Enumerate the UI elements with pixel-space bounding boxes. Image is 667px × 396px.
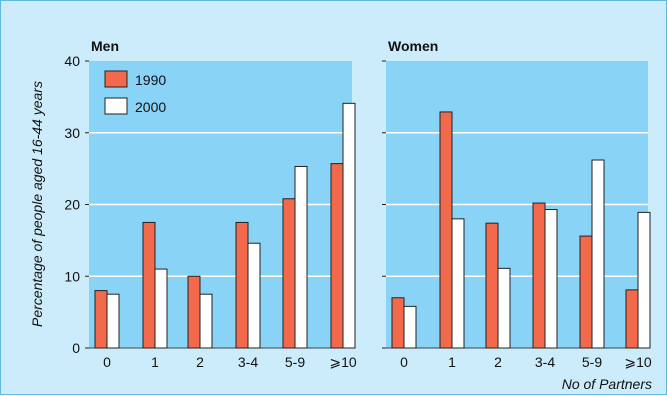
bars-women: [391, 111, 651, 349]
x-tick-label-women-3-4: 3-4: [535, 354, 555, 370]
bar-men-1990-3-4: [235, 221, 249, 349]
x-tick-label-men-3-4: 3-4: [238, 354, 258, 370]
bar-men-1990-ge10: [330, 163, 344, 349]
bar-men-2000-5-9: [294, 165, 308, 349]
bar-women-1990-1: [439, 111, 453, 349]
bar-women-1990-ge10: [625, 289, 639, 349]
x-tick-label-men-ge10: ⩾10: [329, 354, 357, 370]
x-tick-label-women-0: 0: [400, 354, 408, 370]
bar-men-1990-1: [142, 221, 156, 349]
legend-swatch-1990: [104, 70, 128, 88]
panel-title-women: Women: [388, 38, 438, 54]
bar-women-2000-1: [451, 218, 465, 349]
y-ticks-women: [382, 60, 386, 349]
bar-women-2000-0: [403, 305, 417, 349]
y-tick-label-20: 20: [64, 197, 80, 213]
gridlines-men: [89, 132, 352, 349]
bar-men-2000-0: [106, 293, 120, 349]
legend: 1990 2000: [104, 70, 166, 115]
y-tick-label-30: 30: [64, 125, 80, 141]
bar-men-2000-1: [154, 268, 168, 349]
x-tick-label-women-2: 2: [494, 354, 502, 370]
x-tick-label-men-2: 2: [196, 354, 204, 370]
bar-men-1990-5-9: [282, 198, 296, 349]
bar-men-1990-0: [94, 290, 108, 349]
x-axis-title: No of Partners: [562, 376, 652, 392]
bar-women-1990-5-9: [579, 235, 593, 349]
y-tick-label-10: 10: [64, 268, 80, 284]
x-tick-label-women-1: 1: [448, 354, 456, 370]
x-tick-label-women-5-9: 5-9: [582, 354, 602, 370]
y-tick-label-0: 0: [72, 340, 80, 356]
panel-title-men: Men: [91, 38, 119, 54]
bar-women-2000-ge10: [637, 211, 651, 349]
bar-men-2000-2: [199, 293, 213, 349]
bar-women-1990-0: [391, 297, 405, 349]
bar-men-2000-ge10: [342, 102, 356, 349]
panel-women: Women 0 1 2 3-4 5-9 ⩾10: [382, 38, 652, 370]
bar-women-2000-3-4: [544, 209, 558, 349]
bar-women-2000-5-9: [591, 159, 605, 349]
x-tick-label-men-5-9: 5-9: [285, 354, 305, 370]
legend-swatch-2000: [104, 97, 128, 115]
legend-label-1990: 1990: [135, 72, 166, 88]
bar-women-1990-2: [485, 222, 499, 349]
y-ticks-men: [85, 60, 89, 349]
bar-women-2000-2: [497, 267, 511, 349]
legend-label-2000: 2000: [135, 99, 166, 115]
bars-men: [94, 102, 356, 349]
x-tick-label-men-1: 1: [151, 354, 159, 370]
y-axis-title: Percentage of people aged 16-44 years: [29, 81, 45, 327]
x-tick-label-women-ge10: ⩾10: [624, 354, 652, 370]
x-tick-label-men-0: 0: [103, 354, 111, 370]
bar-women-1990-3-4: [532, 202, 546, 349]
x-tick-labels-men: 0 1 2 3-4 5-9 ⩾10: [103, 354, 357, 370]
x-tick-labels-women: 0 1 2 3-4 5-9 ⩾10: [400, 354, 652, 370]
bar-men-1990-2: [187, 275, 201, 349]
y-axis-tick-labels: 0 10 20 30 40: [64, 53, 80, 356]
bar-men-2000-3-4: [247, 242, 261, 349]
panel-men: Men 0 1 2 3-4 5-9 ⩾10 1990 2000: [85, 38, 357, 370]
y-tick-label-40: 40: [64, 53, 80, 69]
